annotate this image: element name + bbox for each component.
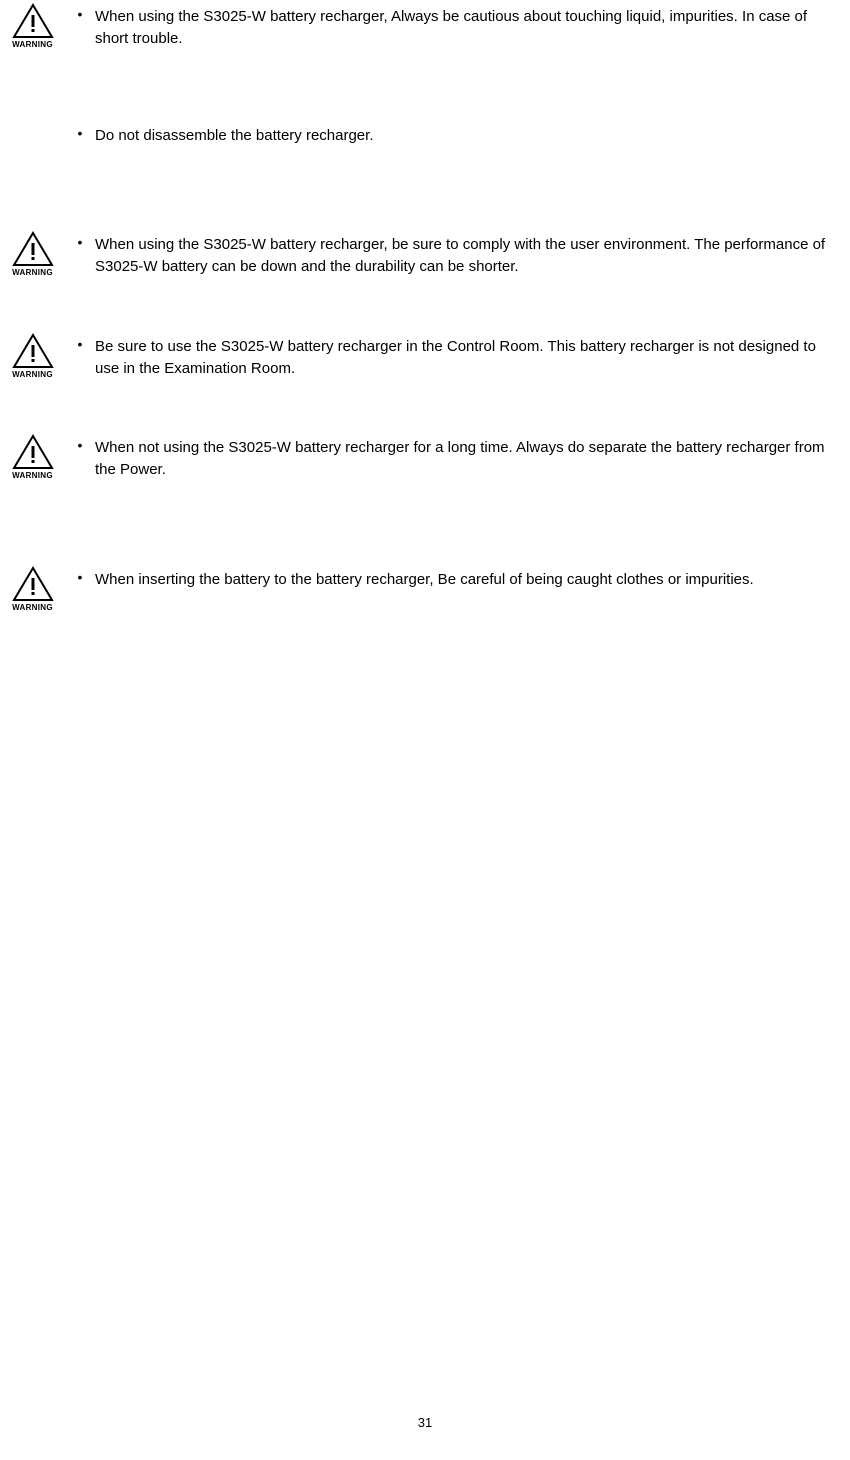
warning-label: WARNING [12,268,53,277]
warning-triangle-icon [12,333,54,369]
page-number: 31 [418,1415,432,1430]
warning-label: WARNING [12,603,53,612]
warning-icon-wrapper: WARNING [5,3,60,49]
bullet-row: • Be sure to use the S3025-W battery rec… [65,333,845,380]
warning-triangle-icon [12,3,54,39]
bullet-marker: • [65,125,95,147]
bullet-marker: • [65,6,95,50]
warning-icon-wrapper: WARNING [5,566,60,612]
warning-icon-wrapper: WARNING [5,231,60,277]
bullet-row: • When using the S3025-W battery recharg… [65,231,845,278]
warning-item: • Do not disassemble the battery recharg… [5,125,845,147]
warning-triangle-icon [12,566,54,602]
bullet-row: • When not using the S3025-W battery rec… [65,434,845,481]
warning-text: When inserting the battery to the batter… [95,569,845,591]
warning-label: WARNING [12,40,53,49]
warning-icon-wrapper: WARNING [5,333,60,379]
warning-item: WARNING • When inserting the battery to … [5,566,845,612]
warning-item: WARNING • Be sure to use the S3025-W bat… [5,333,845,380]
bullet-marker: • [65,569,95,591]
warning-item: WARNING • When using the S3025-W battery… [5,231,845,278]
bullet-marker: • [65,336,95,380]
warning-triangle-icon [12,231,54,267]
page-content: WARNING • When using the S3025-W battery… [0,0,850,612]
warning-label: WARNING [12,370,53,379]
warning-text: When not using the S3025-W battery recha… [95,437,845,481]
warning-label: WARNING [12,471,53,480]
bullet-row: • When using the S3025-W battery recharg… [65,3,845,50]
warning-item: WARNING • When using the S3025-W battery… [5,3,845,50]
bullet-marker: • [65,234,95,278]
warning-item: WARNING • When not using the S3025-W bat… [5,434,845,481]
bullet-row: • When inserting the battery to the batt… [65,566,845,591]
warning-text: Be sure to use the S3025-W battery recha… [95,336,845,380]
warning-triangle-icon [12,434,54,470]
warning-text: Do not disassemble the battery recharger… [95,125,845,147]
warning-text: When using the S3025-W battery recharger… [95,234,845,278]
bullet-marker: • [65,437,95,481]
warning-icon-wrapper: WARNING [5,434,60,480]
warning-text: When using the S3025-W battery recharger… [95,6,845,50]
